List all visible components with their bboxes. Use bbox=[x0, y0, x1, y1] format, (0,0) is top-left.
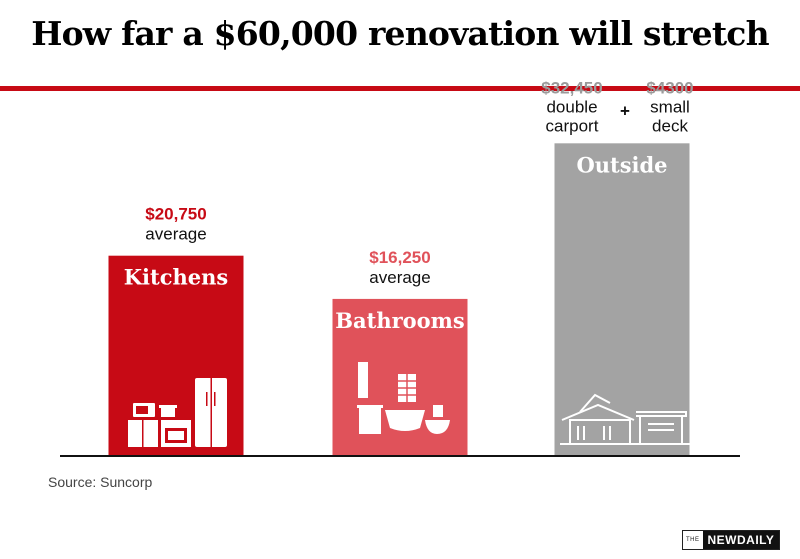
data-sublabel-carport-2: carport bbox=[546, 116, 599, 135]
category-label-outside: Outside bbox=[576, 152, 667, 177]
data-sublabel-deck-2: deck bbox=[652, 116, 688, 135]
category-label-bathrooms: Bathrooms bbox=[335, 308, 464, 333]
title-rule bbox=[0, 86, 800, 91]
source-note: Source: Suncorp bbox=[48, 474, 153, 490]
bathroom-fixtures-icon bbox=[357, 362, 450, 434]
category-label-kitchens: Kitchens bbox=[124, 265, 228, 290]
bar-chart: Kitchens Bathrooms Outside $20,750 avera… bbox=[60, 78, 740, 457]
logo-prefix: THE bbox=[686, 537, 700, 543]
bar-outside bbox=[554, 143, 690, 455]
data-sublabel-deck-1: small bbox=[650, 97, 690, 116]
data-label-bathrooms: $16,250 bbox=[369, 248, 430, 267]
data-label-deck: $4300 bbox=[646, 78, 693, 97]
data-sublabel-bathrooms: average bbox=[369, 268, 430, 287]
publisher-logo: THE NEWDAILY bbox=[682, 530, 781, 550]
chart-title: How far a $60,000 renovation will stretc… bbox=[31, 14, 769, 53]
data-label-kitchens: $20,750 bbox=[145, 205, 206, 224]
data-sublabel-kitchens: average bbox=[145, 225, 206, 244]
logo-name: NEWDAILY bbox=[702, 531, 780, 549]
data-label-carport: $32,450 bbox=[541, 78, 602, 97]
house-carport-icon bbox=[560, 393, 690, 445]
data-sublabel-carport-1: double bbox=[546, 97, 597, 116]
plus-sign: + bbox=[620, 101, 630, 120]
kitchen-appliances-icon bbox=[128, 378, 227, 447]
